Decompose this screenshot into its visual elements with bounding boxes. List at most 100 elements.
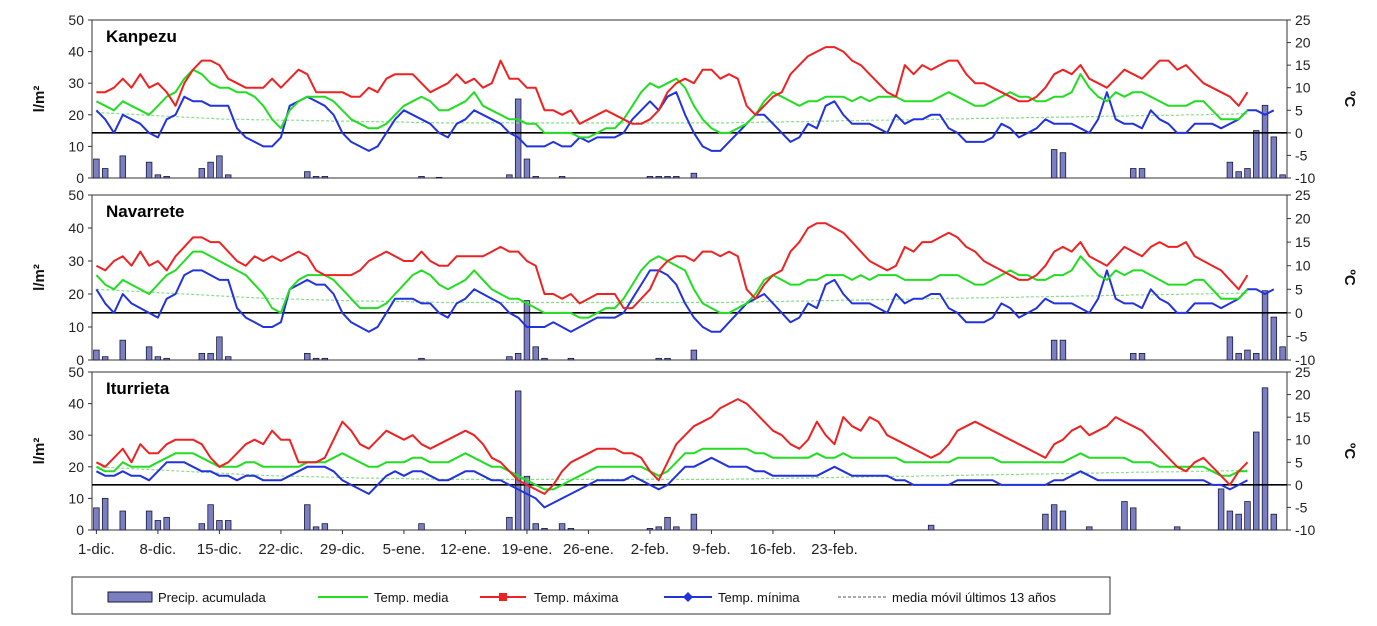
left-tick-label: 0 bbox=[76, 352, 84, 368]
right-tick-label: 5 bbox=[1295, 281, 1303, 297]
precip-bar bbox=[532, 346, 539, 361]
tmed-line bbox=[95, 447, 1248, 491]
precip-bar bbox=[673, 526, 680, 531]
tmin-line bbox=[95, 91, 1275, 152]
left-tick-label: 10 bbox=[68, 138, 84, 154]
right-tick-label: 0 bbox=[1295, 477, 1303, 493]
precip-bar bbox=[1086, 526, 1093, 531]
right-tick-label: 25 bbox=[1295, 364, 1311, 380]
precip-bar bbox=[216, 520, 223, 531]
left-tick-label: 40 bbox=[68, 44, 84, 60]
left-tick-label: 30 bbox=[68, 253, 84, 269]
precip-bar bbox=[119, 155, 126, 179]
precip-bar bbox=[93, 349, 100, 361]
precip-bar bbox=[1226, 510, 1234, 531]
precip-bar bbox=[1059, 152, 1067, 179]
right-tick-label: -10 bbox=[1295, 352, 1315, 368]
x-tick-label: 16-feb. bbox=[750, 541, 797, 558]
right-tick-label: -5 bbox=[1295, 328, 1308, 344]
left-axis-title: l/m² bbox=[31, 264, 48, 291]
precip-bar bbox=[1253, 352, 1260, 361]
right-tick-label: 5 bbox=[1295, 454, 1303, 470]
precip-bar bbox=[198, 523, 206, 531]
x-tick-label: 12-ene. bbox=[440, 541, 491, 558]
precip-bar bbox=[532, 523, 539, 531]
right-tick-label: 0 bbox=[1295, 305, 1303, 321]
precip-bar bbox=[1050, 339, 1058, 361]
precip-bar bbox=[101, 168, 109, 179]
precip-bar bbox=[163, 357, 170, 361]
precip-bar bbox=[1261, 387, 1269, 531]
precip-bar bbox=[673, 176, 680, 179]
tmax-line bbox=[95, 398, 1249, 495]
precip-bar bbox=[321, 523, 329, 531]
left-tick-label: 50 bbox=[68, 12, 84, 28]
precip-bar bbox=[1279, 174, 1286, 179]
precip-bar bbox=[101, 497, 109, 531]
legend: Precip. acumulada Temp. media Temp. máxima… bbox=[71, 576, 1111, 615]
precip-bar bbox=[927, 524, 935, 531]
right-tick-label: -10 bbox=[1295, 170, 1315, 186]
right-tick-label: 5 bbox=[1295, 102, 1303, 118]
precip-bar bbox=[646, 176, 654, 179]
precip-bar bbox=[690, 349, 698, 361]
precip-bar bbox=[1261, 290, 1269, 361]
precip-bar bbox=[312, 357, 320, 361]
precip-bar bbox=[506, 174, 513, 179]
left-tick-label: 0 bbox=[76, 522, 84, 538]
right-tick-label: 0 bbox=[1295, 125, 1303, 141]
precip-bar bbox=[558, 176, 566, 179]
right-tick-label: 20 bbox=[1295, 387, 1311, 403]
precip-bar bbox=[321, 176, 329, 179]
precip-bar bbox=[558, 523, 566, 531]
left-tick-label: 10 bbox=[68, 319, 84, 335]
precip-bar bbox=[1270, 316, 1278, 361]
right-tick-label: 10 bbox=[1295, 432, 1311, 448]
precip-bar bbox=[1226, 336, 1234, 361]
right-tick-label: 15 bbox=[1295, 234, 1311, 250]
legend-marker-tmin bbox=[683, 592, 693, 602]
precip-bar bbox=[101, 356, 109, 361]
x-tick-label: 29-dic. bbox=[320, 541, 365, 558]
legend-label-precip: Precip. acumulada bbox=[158, 590, 266, 605]
precip-bar bbox=[1050, 149, 1058, 179]
precip-bar bbox=[1270, 513, 1278, 531]
precip-bar bbox=[567, 528, 575, 531]
precip-bar bbox=[224, 174, 232, 179]
left-tick-label: 20 bbox=[68, 286, 84, 302]
precip-bar bbox=[1042, 513, 1049, 531]
precip-bar bbox=[163, 176, 170, 179]
left-axis-title: l/m² bbox=[31, 438, 48, 465]
precip-bar bbox=[198, 352, 206, 361]
tmin-line bbox=[95, 456, 1248, 509]
right-axis-title: ºC bbox=[1341, 269, 1358, 285]
right-tick-label: 25 bbox=[1295, 12, 1311, 28]
precip-bar bbox=[514, 390, 522, 531]
precip-bar bbox=[198, 168, 206, 179]
precip-bar bbox=[1244, 349, 1251, 361]
precip-bar bbox=[154, 356, 162, 361]
precip-bar bbox=[1279, 346, 1286, 361]
x-tick-label: 1-dic. bbox=[78, 541, 115, 558]
precip-bar bbox=[216, 336, 223, 361]
left-tick-label: 40 bbox=[68, 220, 84, 236]
right-axis-title: ºC bbox=[1341, 91, 1358, 107]
tmed-line bbox=[95, 250, 1249, 319]
x-tick-label: 2-feb. bbox=[631, 541, 669, 558]
precip-bar bbox=[541, 528, 548, 531]
x-tick-label: 22-dic. bbox=[258, 541, 303, 558]
x-tick-label: 8-dic. bbox=[140, 541, 177, 558]
legend-label-tmin: Temp. mínima bbox=[718, 590, 800, 605]
precip-bar bbox=[304, 504, 311, 531]
precip-bar bbox=[1130, 168, 1137, 179]
precip-bar bbox=[1261, 104, 1269, 179]
precip-bar bbox=[224, 520, 232, 531]
right-tick-label: 20 bbox=[1295, 211, 1311, 227]
precip-bar bbox=[1253, 130, 1260, 179]
panel-iturrieta: 0 10 20 30 40 50 -10 -5 0 5 10 15 20 25 l/m² ºC Iturriet… bbox=[31, 364, 1358, 538]
x-tick-label: 19-ene. bbox=[502, 541, 553, 558]
precip-bar bbox=[523, 158, 531, 179]
precip-bar bbox=[1244, 501, 1251, 531]
right-tick-label: 10 bbox=[1295, 258, 1311, 274]
precip-bar bbox=[163, 516, 170, 531]
